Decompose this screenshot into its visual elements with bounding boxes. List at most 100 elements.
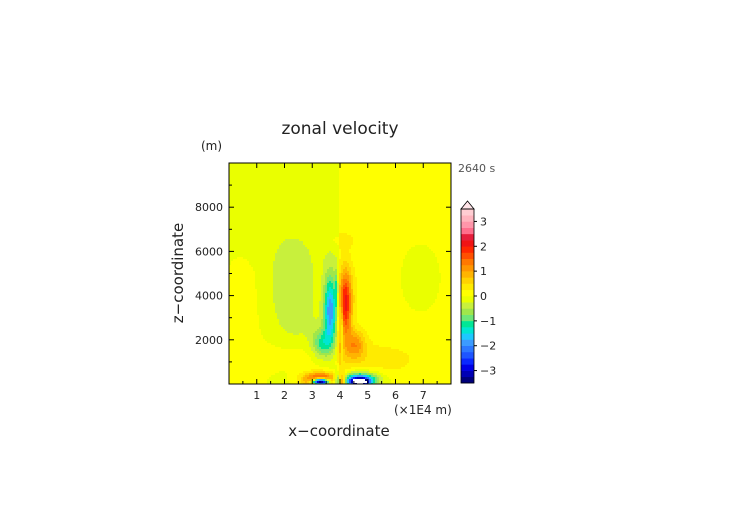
field-cell	[367, 171, 370, 174]
field-cell	[323, 171, 326, 174]
field-cell	[287, 213, 290, 216]
field-cell	[297, 191, 300, 194]
field-cell	[239, 203, 242, 206]
field-cell	[389, 207, 392, 210]
field-cell	[349, 177, 352, 180]
field-cell	[433, 169, 436, 172]
field-cell	[439, 209, 442, 212]
field-cell	[415, 165, 418, 168]
field-cell	[425, 191, 428, 194]
field-cell	[415, 205, 418, 208]
field-cell	[255, 179, 258, 182]
field-cell	[437, 171, 440, 174]
field-cell	[305, 221, 308, 224]
field-cell	[411, 189, 414, 192]
field-cell	[449, 209, 451, 212]
field-cell	[431, 201, 434, 204]
field-cell	[435, 181, 438, 184]
y-unit-label: (m)	[201, 139, 222, 153]
field-cell	[415, 179, 418, 182]
field-cell	[243, 211, 246, 214]
field-cell	[267, 193, 270, 196]
field-cell	[367, 219, 370, 222]
field-cell	[341, 223, 344, 226]
field-cell	[415, 221, 418, 224]
field-cell	[361, 211, 364, 214]
field-cell	[379, 169, 382, 172]
field-cell	[375, 211, 378, 214]
field-cell	[305, 211, 308, 214]
field-cell	[273, 163, 276, 166]
field-cell	[277, 185, 280, 188]
field-cell	[319, 215, 322, 218]
field-cell	[319, 199, 322, 202]
field-cell	[229, 205, 232, 208]
field-cell	[343, 207, 346, 210]
field-cell	[257, 179, 260, 182]
field-cell	[351, 187, 354, 190]
field-cell	[447, 213, 450, 216]
field-cell	[259, 205, 262, 208]
field-cell	[365, 209, 368, 212]
field-cell	[261, 213, 264, 216]
field-cell	[401, 203, 404, 206]
field-cell	[363, 221, 366, 224]
field-cell	[327, 189, 330, 192]
field-cell	[439, 221, 442, 224]
field-cell	[281, 195, 284, 198]
field-cell	[299, 219, 302, 222]
field-cell	[377, 209, 380, 212]
field-cell	[265, 209, 268, 212]
field-cell	[393, 181, 396, 184]
field-cell	[421, 199, 424, 202]
field-cell	[261, 171, 264, 174]
field-cell	[251, 191, 254, 194]
field-cell	[299, 223, 302, 226]
field-cell	[249, 205, 252, 208]
field-cell	[301, 179, 304, 182]
field-cell	[245, 177, 248, 180]
field-cell	[271, 201, 274, 204]
field-cell	[311, 175, 314, 178]
field-cell	[321, 191, 324, 194]
field-cell	[283, 205, 286, 208]
field-cell	[333, 177, 336, 180]
field-cell	[443, 201, 446, 204]
field-cell	[413, 175, 416, 178]
field-cell	[329, 163, 332, 166]
field-cell	[379, 221, 382, 224]
field-cell	[421, 211, 424, 214]
field-cell	[287, 185, 290, 188]
field-cell	[263, 223, 266, 226]
field-cell	[407, 187, 410, 190]
field-cell	[291, 183, 294, 186]
field-cell	[259, 201, 262, 204]
field-cell	[283, 169, 286, 172]
field-cell	[315, 173, 318, 176]
field-cell	[353, 217, 356, 220]
field-cell	[401, 183, 404, 186]
field-cell	[269, 203, 272, 206]
field-cell	[267, 197, 270, 200]
field-cell	[401, 165, 404, 168]
field-cell	[429, 211, 432, 214]
field-cell	[399, 183, 402, 186]
field-cell	[241, 163, 244, 166]
field-cell	[323, 187, 326, 190]
field-cell	[245, 203, 248, 206]
field-cell	[409, 213, 412, 216]
field-cell	[307, 223, 310, 226]
field-cell	[237, 201, 240, 204]
field-cell	[301, 209, 304, 212]
field-cell	[447, 181, 450, 184]
field-cell	[351, 197, 354, 200]
field-cell	[443, 181, 446, 184]
field-cell	[373, 183, 376, 186]
field-cell	[241, 223, 244, 226]
field-cell	[273, 211, 276, 214]
field-cell	[247, 173, 250, 176]
field-cell	[431, 183, 434, 186]
field-cell	[325, 165, 328, 168]
field-cell	[423, 181, 426, 184]
field-cell	[323, 185, 326, 188]
